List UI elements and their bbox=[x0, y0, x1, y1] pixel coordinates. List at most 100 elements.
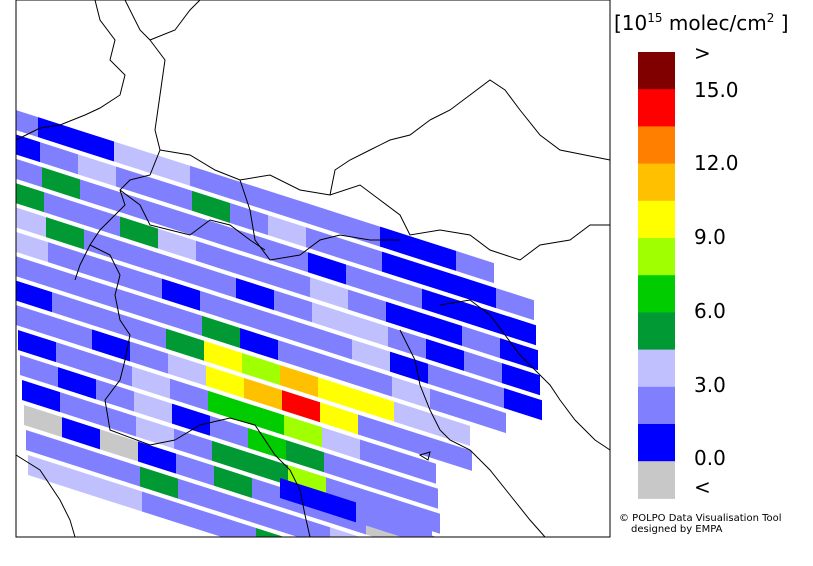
colorbar-tick-label: 9.0 bbox=[694, 225, 726, 249]
data-pixel bbox=[272, 265, 310, 298]
data-pixel bbox=[318, 490, 356, 523]
data-pixel bbox=[364, 489, 402, 522]
data-pixel bbox=[466, 375, 504, 409]
data-pixel bbox=[16, 231, 48, 263]
data-pixel bbox=[368, 539, 406, 566]
data-pixel bbox=[312, 302, 350, 335]
colorbar-tick-label: 3.0 bbox=[694, 373, 726, 397]
data-pixel bbox=[16, 183, 44, 213]
data-pixel bbox=[122, 241, 160, 274]
colorbar-swatch bbox=[638, 89, 675, 127]
data-pixel bbox=[94, 354, 132, 387]
data-pixel bbox=[38, 117, 76, 150]
data-pixel bbox=[318, 377, 356, 410]
colorbar-swatch bbox=[638, 52, 675, 90]
data-pixel bbox=[104, 479, 142, 512]
data-pixel bbox=[62, 417, 100, 450]
data-pixel bbox=[288, 465, 326, 498]
data-pixel bbox=[342, 214, 380, 247]
data-pixel bbox=[384, 276, 422, 309]
data-pixel bbox=[430, 388, 468, 421]
data-pixel bbox=[208, 390, 246, 423]
data-pixel bbox=[16, 158, 42, 188]
map-panel bbox=[15, 0, 611, 566]
data-pixel bbox=[460, 300, 498, 334]
legend-unit-title: [1015 molec/cm2 ] bbox=[614, 11, 789, 35]
data-pixel bbox=[462, 325, 500, 359]
data-pixel bbox=[204, 340, 242, 373]
data-pixel bbox=[42, 167, 80, 200]
data-pixel bbox=[116, 166, 154, 199]
data-pixel bbox=[52, 292, 90, 325]
data-pixel bbox=[418, 238, 456, 271]
data-pixel bbox=[356, 502, 394, 535]
data-pixel bbox=[102, 454, 140, 487]
data-pixel bbox=[274, 290, 312, 323]
data-pixel bbox=[250, 452, 288, 486]
data-pixel bbox=[214, 465, 252, 498]
data-pixel bbox=[114, 141, 152, 174]
data-pixel bbox=[396, 426, 434, 459]
colorbar-swatch bbox=[638, 312, 675, 351]
data-pixel bbox=[322, 427, 360, 460]
data-pixel bbox=[64, 442, 102, 475]
data-pixel bbox=[434, 438, 472, 471]
data-pixel bbox=[398, 451, 436, 484]
data-pixel bbox=[18, 330, 56, 363]
data-pixel bbox=[394, 401, 432, 434]
data-pixel bbox=[82, 204, 120, 237]
data-pixel bbox=[280, 478, 318, 511]
data-pixel bbox=[238, 302, 276, 336]
data-pixel bbox=[392, 376, 430, 409]
data-pixel bbox=[458, 275, 496, 309]
data-pixel bbox=[276, 315, 314, 348]
data-pixel bbox=[246, 402, 284, 436]
border-line bbox=[174, 417, 311, 538]
data-pixel bbox=[80, 179, 118, 212]
data-pixel bbox=[166, 328, 204, 361]
data-pixel bbox=[50, 267, 88, 300]
data-pixel bbox=[236, 277, 274, 311]
colorbar-swatch bbox=[638, 424, 675, 462]
credits: © POLPO Data Visualisation Tool designed… bbox=[619, 513, 782, 535]
data-pixel bbox=[196, 240, 234, 273]
data-pixel bbox=[172, 403, 210, 436]
colorbar bbox=[638, 52, 675, 499]
data-pixel bbox=[132, 366, 170, 399]
colorbar-swatch bbox=[638, 126, 675, 165]
data-pixel bbox=[16, 207, 46, 238]
data-pixel bbox=[16, 256, 50, 288]
data-pixel bbox=[362, 464, 400, 497]
data-pixel bbox=[402, 501, 440, 534]
data-pixel bbox=[16, 280, 52, 313]
border-line bbox=[399, 329, 546, 538]
data-pixel-layer bbox=[16, 110, 542, 566]
data-pixel bbox=[502, 363, 540, 396]
colorbar-tick-label: 15.0 bbox=[694, 78, 739, 102]
border-line bbox=[329, 119, 431, 196]
data-pixel bbox=[278, 340, 316, 373]
data-pixel bbox=[86, 254, 124, 287]
data-pixel bbox=[286, 440, 324, 473]
colorbar-tick-label: 0.0 bbox=[694, 446, 726, 470]
data-pixel bbox=[16, 305, 54, 338]
data-pixel bbox=[266, 190, 304, 223]
data-pixel bbox=[306, 227, 344, 260]
border-line bbox=[74, 39, 166, 281]
data-pixel bbox=[198, 265, 236, 298]
data-pixel bbox=[156, 203, 194, 236]
data-pixel bbox=[134, 391, 172, 424]
data-pixel bbox=[346, 264, 384, 297]
data-pixel bbox=[154, 178, 192, 211]
data-pixel bbox=[174, 428, 212, 461]
colorbar-swatch bbox=[638, 238, 675, 276]
data-pixel bbox=[244, 377, 282, 411]
data-pixel bbox=[382, 251, 420, 284]
data-pixel bbox=[330, 527, 361, 537]
data-pixel bbox=[140, 466, 178, 499]
data-pixel bbox=[292, 515, 330, 537]
data-pixel bbox=[256, 527, 285, 537]
data-pixel bbox=[16, 134, 40, 163]
data-pixel bbox=[420, 263, 458, 296]
